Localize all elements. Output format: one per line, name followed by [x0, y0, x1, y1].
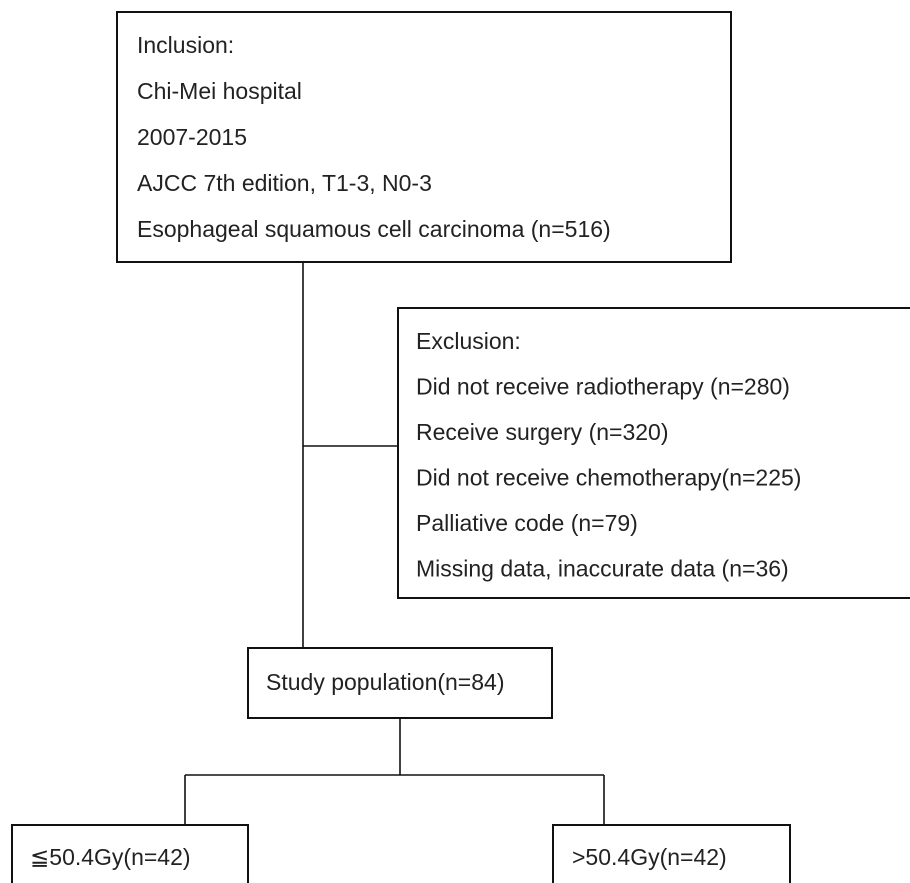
box-line: Did not receive chemotherapy(n=225)	[416, 465, 801, 491]
arm-box	[11, 824, 249, 883]
box-line: AJCC 7th edition, T1-3, N0-3	[137, 170, 432, 196]
exclusion-text: Exclusion: Did not receive radiotherapy (…	[416, 328, 801, 582]
arm-label: ≦50.4Gy(n=42)	[30, 844, 191, 870]
box-line: Palliative code (n=79)	[416, 510, 638, 536]
box-heading: Exclusion:	[416, 328, 521, 354]
box-heading: Inclusion:	[137, 32, 234, 58]
box-line: Did not receive radiotherapy (n=280)	[416, 374, 790, 400]
study-box	[247, 647, 553, 719]
box-line: Chi-Mei hospital	[137, 78, 302, 104]
inclusion-text: Inclusion: Chi-Mei hospital 2007-2015 AJCC …	[137, 32, 611, 242]
inclusion-box	[116, 11, 732, 263]
box-line: Missing data, inaccurate data (n=36)	[416, 556, 789, 582]
study-label: Study population(n=84)	[266, 669, 504, 695]
arm-label: >50.4Gy(n=42)	[572, 844, 727, 870]
box-line: 2007-2015	[137, 124, 247, 150]
box-line: Receive surgery (n=320)	[416, 419, 668, 445]
arm-box	[552, 824, 791, 883]
exclusion-box	[397, 307, 910, 599]
box-line: Esophageal squamous cell carcinoma (n=51…	[137, 216, 611, 242]
